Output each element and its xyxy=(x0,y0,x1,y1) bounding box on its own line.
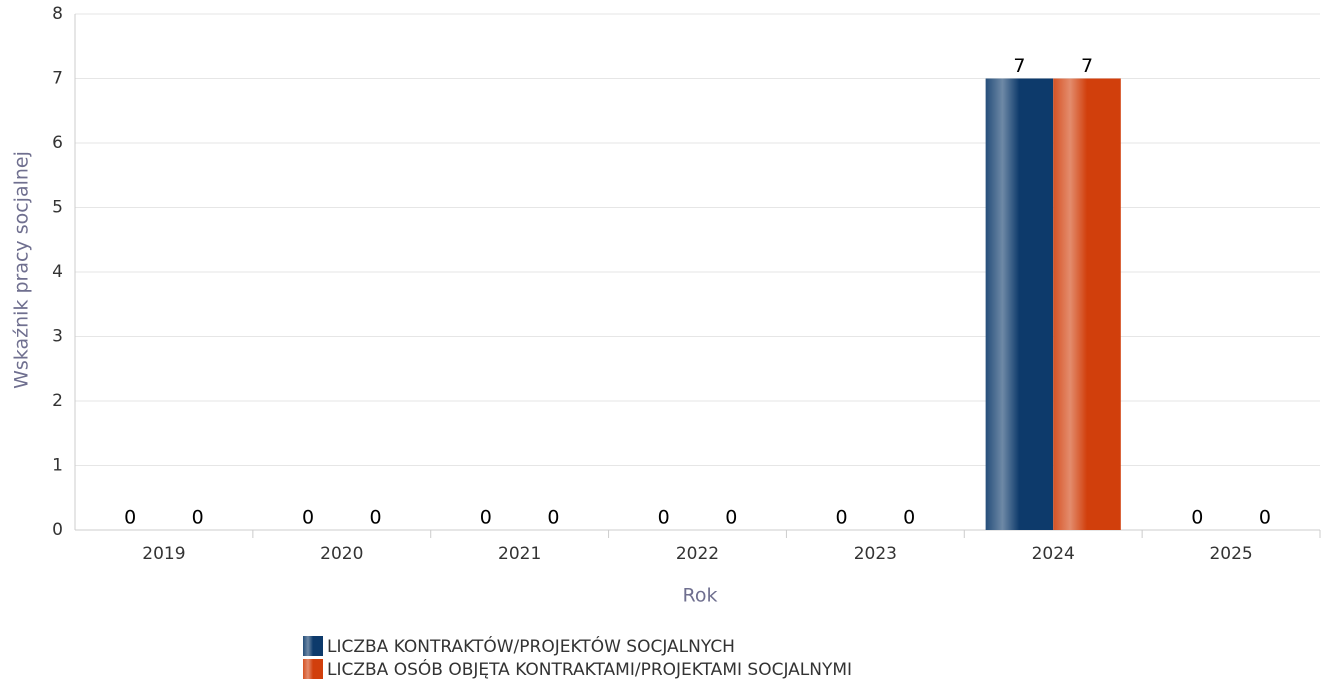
y-tick-label: 7 xyxy=(52,69,63,89)
y-axis-label: Wskaźnik pracy socjalnej xyxy=(11,151,33,389)
bar xyxy=(1053,78,1121,530)
y-tick-label: 6 xyxy=(52,133,63,153)
value-label: 0 xyxy=(1191,507,1203,529)
legend-label: LICZBA KONTRAKTÓW/PROJEKTÓW SOCJALNYCH xyxy=(327,635,735,657)
x-tick-label: 2021 xyxy=(498,544,541,564)
bar xyxy=(985,78,1054,530)
value-label: 0 xyxy=(903,507,915,529)
value-label: 7 xyxy=(1013,55,1025,77)
x-tick-label: 2024 xyxy=(1032,544,1075,564)
value-label: 0 xyxy=(547,507,559,529)
value-label: 0 xyxy=(725,507,737,529)
y-tick-label: 3 xyxy=(52,327,63,347)
value-label: 0 xyxy=(192,507,204,529)
value-label: 0 xyxy=(302,507,314,529)
value-label: 0 xyxy=(480,507,492,529)
x-tick-label: 2019 xyxy=(142,544,185,564)
legend-swatch xyxy=(303,659,323,679)
value-label: 0 xyxy=(370,507,382,529)
y-tick-label: 5 xyxy=(52,198,63,218)
value-label: 0 xyxy=(658,507,670,529)
x-tick-label: 2022 xyxy=(676,544,719,564)
value-label: 0 xyxy=(836,507,848,529)
x-tick-label: 2020 xyxy=(320,544,363,564)
legend-swatch xyxy=(303,636,323,656)
value-label: 7 xyxy=(1081,55,1093,77)
y-tick-label: 0 xyxy=(52,520,63,540)
legend-label: LICZBA OSÓB OBJĘTA KONTRAKTAMI/PROJEKTAM… xyxy=(327,658,852,680)
y-tick-label: 1 xyxy=(52,456,63,476)
x-tick-label: 2023 xyxy=(854,544,897,564)
x-axis-label: Rok xyxy=(683,585,718,607)
y-tick-label: 8 xyxy=(52,4,63,24)
y-tick-label: 2 xyxy=(52,391,63,411)
x-tick-label: 2025 xyxy=(1209,544,1252,564)
value-label: 0 xyxy=(124,507,136,529)
value-label: 0 xyxy=(1259,507,1271,529)
y-tick-label: 4 xyxy=(52,262,63,282)
